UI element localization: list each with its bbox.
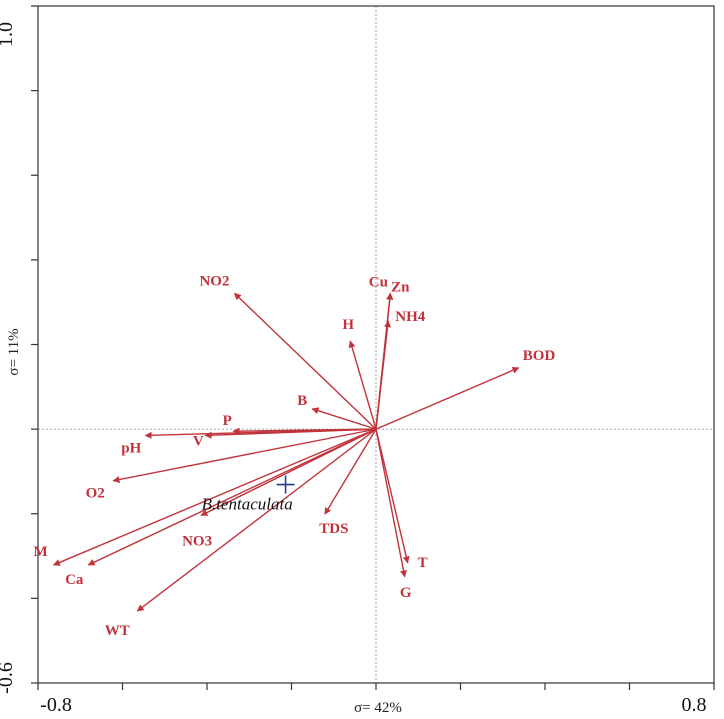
species-label: B.tentaculata [202,495,293,514]
vector-label-h: H [342,317,354,333]
vector-arrow-h [348,340,377,430]
vector-arrow-t [375,428,410,564]
vector-label-nh4: NH4 [395,309,426,325]
y-tick-label-max: 1.0 [0,22,17,47]
vector-label-wt: WT [105,623,130,639]
vector-arrow-g [375,428,407,578]
vector-arrow-o2 [112,428,377,483]
vector-label-no3: NO3 [182,533,212,549]
y-tick-label-min: -0.6 [0,662,17,694]
vector-label-bod: BOD [523,348,556,364]
vector-label-no2: NO2 [199,273,229,289]
vector-arrow-wt [136,428,377,612]
vector-label-m: M [34,544,48,560]
vector-label-ph: pH [121,440,141,456]
y-axis-label: σ= 11% [6,328,22,375]
vector-label-p: P [223,413,232,429]
species-marker [276,475,295,494]
x-tick-label-min: -0.8 [40,694,72,716]
vector-label-g: G [400,585,412,601]
vector-arrow-nh4 [375,320,392,430]
vector-label-o2: O2 [86,486,105,502]
vector-label-tds: TDS [319,521,348,537]
vector-arrow-bod [375,367,520,430]
vector-label-t: T [418,555,428,571]
vector-label-ca: Ca [65,572,84,588]
x-axis-label: σ= 42% [354,700,402,716]
vector-arrow-ph [144,428,377,439]
x-tick-label-max: 0.8 [682,694,707,716]
vector-label-b: B [297,393,307,409]
vector-arrow-b [311,407,377,430]
vector-label-v: V [193,433,204,449]
vector-label-cu: Cu [369,274,388,290]
vector-arrow-ca [87,428,377,566]
vector-arrow-m [52,428,377,566]
vector-arrow-tds [324,428,377,515]
vector-arrow-no2 [233,292,377,430]
vector-label-zn: Zn [391,279,410,295]
